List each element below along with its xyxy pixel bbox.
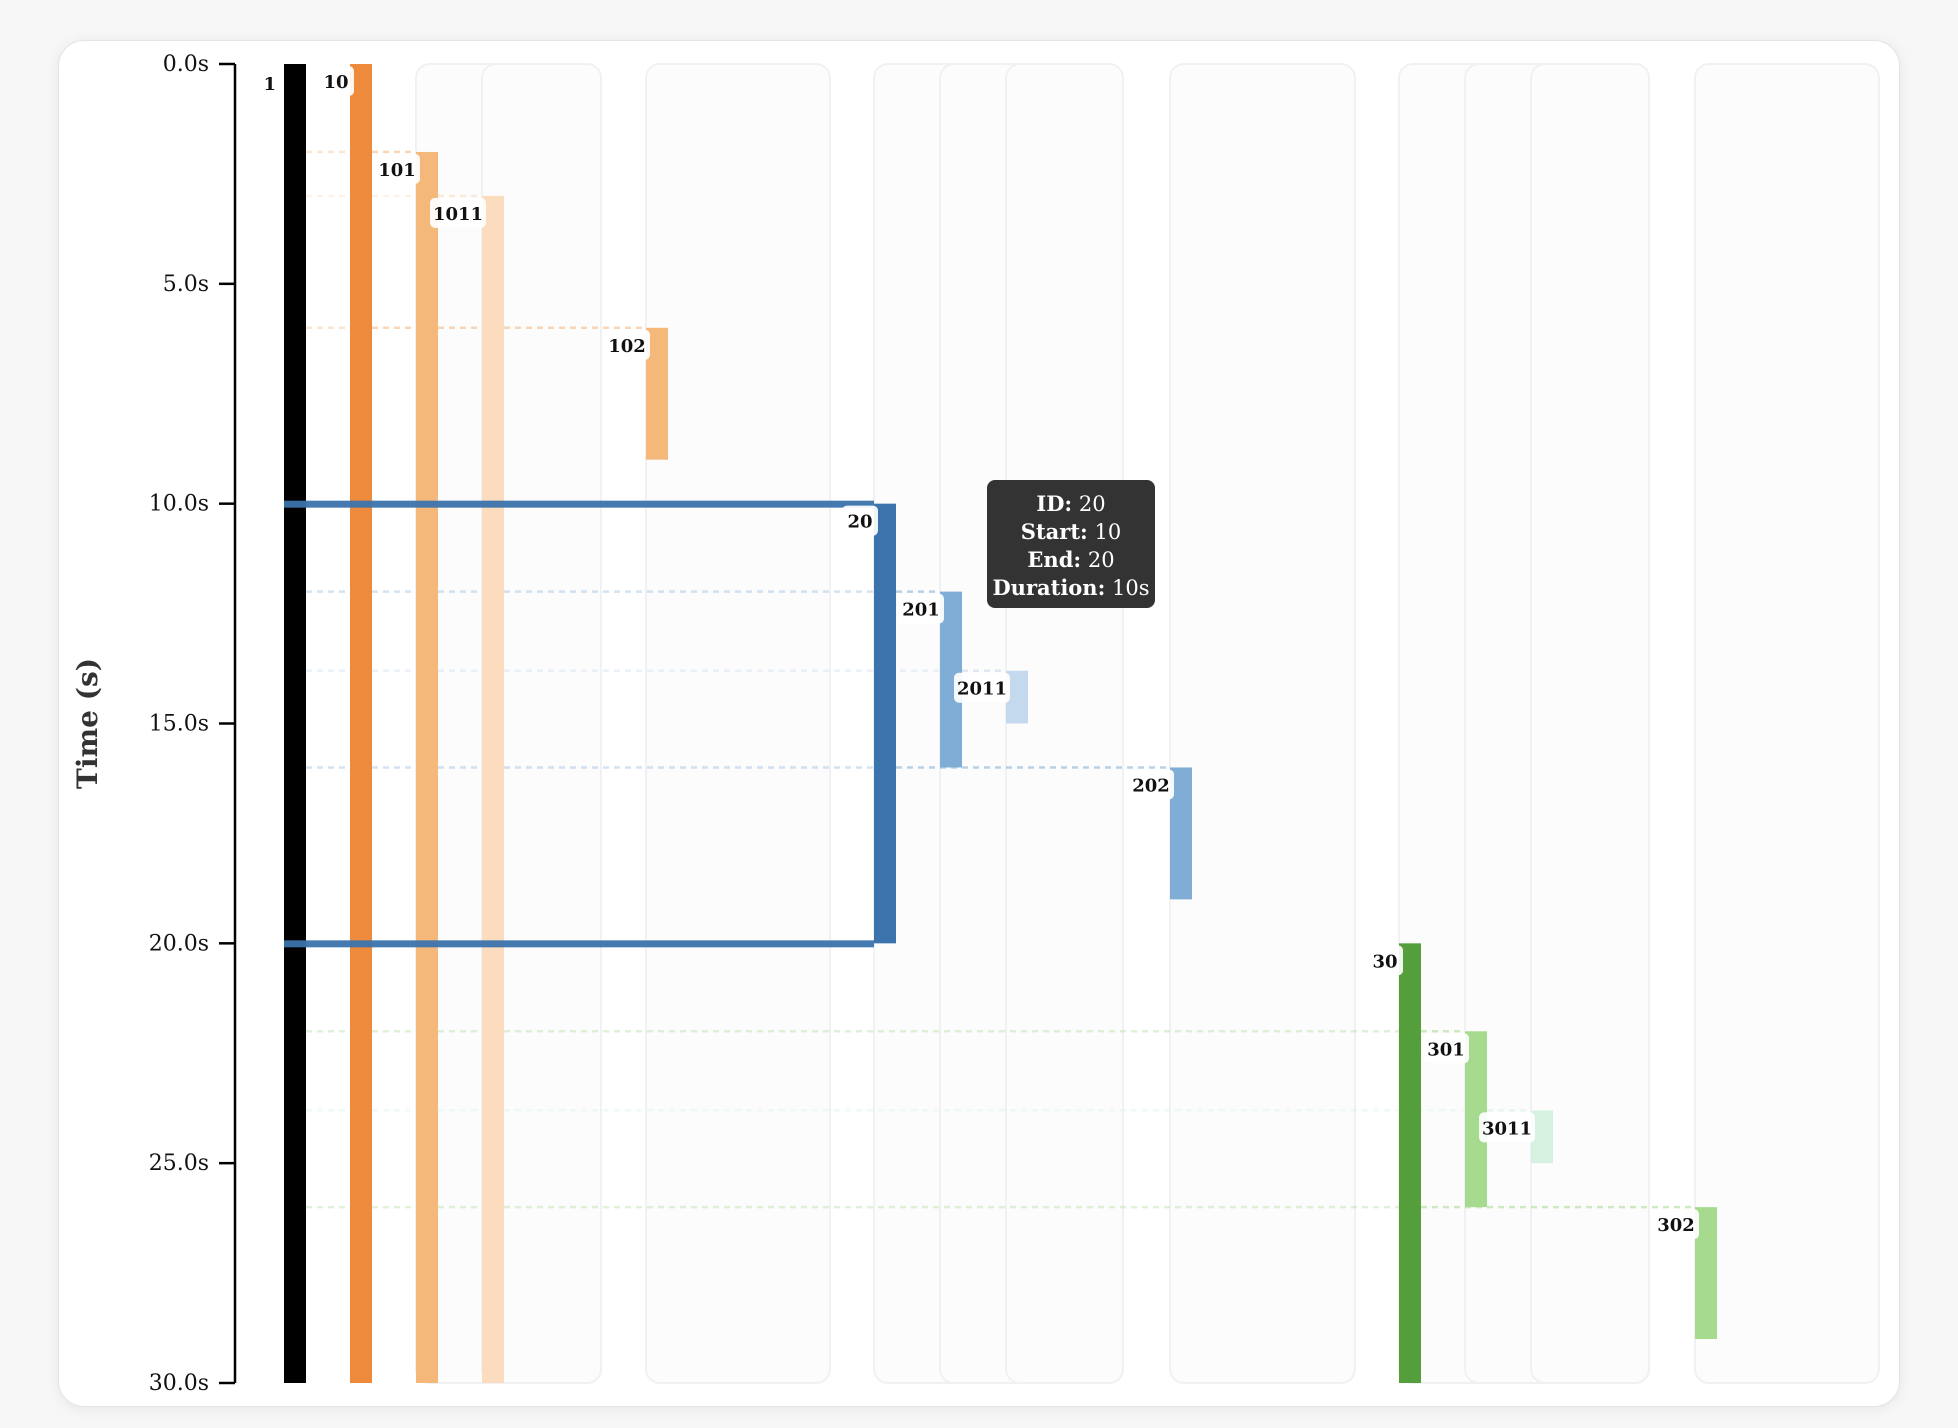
tooltip-duration-label: Duration: (992, 575, 1106, 600)
span-bar-302 (1695, 1207, 1717, 1340)
span-labels: 1 10 101 1011 102 20 201 2011 202 30 301 3011 302 (263, 66, 1699, 1240)
span-bars (284, 64, 1717, 1383)
span-bar-202 (1170, 767, 1192, 900)
tooltip-id-value: 20 (1078, 492, 1106, 516)
span-label-box (1128, 769, 1174, 800)
span-label-101: 101 (378, 160, 416, 181)
tooltip-start-value: 10 (1094, 520, 1122, 544)
span-bar-2011 (1006, 670, 1028, 724)
lane-background (1694, 63, 1880, 1384)
span-label-box (604, 329, 650, 360)
span-label-10: 10 (323, 72, 348, 93)
tooltip-duration-value: 10s (1112, 576, 1150, 600)
y-axis: 0.0s 5.0s 10.0s 15.0s 20.0s 25.0s 30.0s Time (s… (71, 52, 237, 1396)
span-bar-10 (350, 64, 372, 1383)
highlight-line (284, 500, 874, 508)
chart-card: 1 10 101 1011 102 20 201 2011 202 30 301 3011 302 0.0… (58, 40, 1900, 1407)
span-label-3011: 3011 (1482, 1118, 1532, 1139)
span-bar-3011 (1531, 1110, 1553, 1164)
lane-background (645, 63, 831, 1384)
span-tooltip: ID: 20 Start: 10 End: 20 Duration: 10s (987, 480, 1155, 608)
span-label-box (1479, 1112, 1535, 1143)
span-label-20: 20 (847, 512, 872, 533)
span-label-301: 301 (1427, 1039, 1465, 1060)
span-label-30: 30 (1372, 951, 1397, 972)
span-label-202: 202 (1132, 775, 1170, 796)
span-label-2011: 2011 (957, 679, 1007, 700)
span-label-box (898, 593, 944, 624)
span-label-box (842, 505, 878, 536)
lane-background (1530, 63, 1650, 1384)
tooltip-id-label: ID: (1036, 491, 1073, 516)
span-label-box (1653, 1209, 1699, 1240)
span-bar-1 (284, 64, 306, 1383)
span-bar-20 (874, 503, 896, 944)
y-axis-title: Time (s) (71, 658, 104, 789)
span-bar-101 (416, 151, 438, 1383)
span-label-302: 302 (1657, 1215, 1695, 1236)
y-tick-label: 30.0s (149, 1371, 209, 1396)
span-label-box (430, 197, 486, 228)
span-bar-30 (1399, 943, 1421, 1383)
y-tick-label: 10.0s (149, 492, 209, 517)
span-label-box (1367, 945, 1403, 976)
tooltip-end-value: 20 (1087, 548, 1115, 572)
span-bar-1011 (482, 195, 504, 1383)
y-tick-label: 15.0s (149, 712, 209, 737)
span-label-102: 102 (608, 336, 646, 357)
span-label-box (374, 153, 420, 184)
span-label-box (318, 66, 354, 96)
span-label-1: 1 (263, 74, 276, 95)
tooltip-end-label: End: (1027, 547, 1082, 572)
y-tick-label: 25.0s (149, 1151, 209, 1176)
highlight-line (284, 940, 874, 948)
timeline-chart: 1 10 101 1011 102 20 201 2011 202 30 301 3011 302 0.0… (71, 52, 1880, 1396)
span-label-box (954, 672, 1010, 703)
highlight-bracket (284, 500, 874, 948)
lane-backgrounds (415, 63, 1880, 1384)
y-tick-label: 0.0s (163, 52, 209, 77)
span-bar-301 (1465, 1031, 1487, 1208)
lane-background (1169, 63, 1356, 1384)
tooltip-start-label: Start: (1020, 519, 1088, 544)
span-label-box (1423, 1033, 1469, 1064)
y-tick-label: 20.0s (149, 931, 209, 956)
span-bar-102 (646, 327, 668, 460)
span-label-201: 201 (902, 600, 940, 621)
y-tick-label: 5.0s (163, 272, 209, 297)
span-bar-201 (940, 591, 962, 768)
span-label-1011: 1011 (433, 204, 483, 225)
